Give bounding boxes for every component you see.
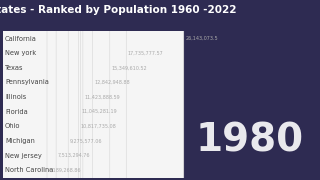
Text: Michigan: Michigan <box>5 138 35 144</box>
Text: Florida: Florida <box>5 109 28 115</box>
FancyBboxPatch shape <box>2 0 47 180</box>
FancyBboxPatch shape <box>2 0 83 180</box>
Text: US States - Ranked by Population 1960 -2022: US States - Ranked by Population 1960 -2… <box>0 5 236 15</box>
FancyBboxPatch shape <box>2 0 68 180</box>
Text: 15,349,610.52: 15,349,610.52 <box>111 65 147 70</box>
FancyBboxPatch shape <box>2 0 56 180</box>
Text: 11,045,281.19: 11,045,281.19 <box>82 109 117 114</box>
FancyBboxPatch shape <box>2 0 126 180</box>
Text: 11,423,888.59: 11,423,888.59 <box>84 95 120 100</box>
Text: New jersey: New jersey <box>5 152 42 159</box>
Text: Pennsylvania: Pennsylvania <box>5 80 49 86</box>
Text: New york: New york <box>5 50 36 56</box>
FancyBboxPatch shape <box>2 0 110 180</box>
Text: 12,842,948.88: 12,842,948.88 <box>94 80 130 85</box>
Text: 17,735,777.57: 17,735,777.57 <box>128 51 163 56</box>
Text: 6,189,268.86: 6,189,268.86 <box>48 168 81 173</box>
Text: 26,143,073.5: 26,143,073.5 <box>185 36 218 41</box>
Text: 10,817,735.08: 10,817,735.08 <box>80 124 116 129</box>
Text: North Carolina: North Carolina <box>5 167 53 173</box>
FancyBboxPatch shape <box>2 0 79 180</box>
Text: Ohio: Ohio <box>5 123 20 129</box>
FancyBboxPatch shape <box>2 0 184 180</box>
Text: California: California <box>5 36 37 42</box>
FancyBboxPatch shape <box>2 0 92 180</box>
FancyBboxPatch shape <box>2 0 80 180</box>
Text: Illinois: Illinois <box>5 94 26 100</box>
Text: Texas: Texas <box>5 65 23 71</box>
Text: 9,275,577.06: 9,275,577.06 <box>69 138 102 143</box>
Text: 1980: 1980 <box>196 121 304 159</box>
Text: 7,513,294.76: 7,513,294.76 <box>58 153 90 158</box>
